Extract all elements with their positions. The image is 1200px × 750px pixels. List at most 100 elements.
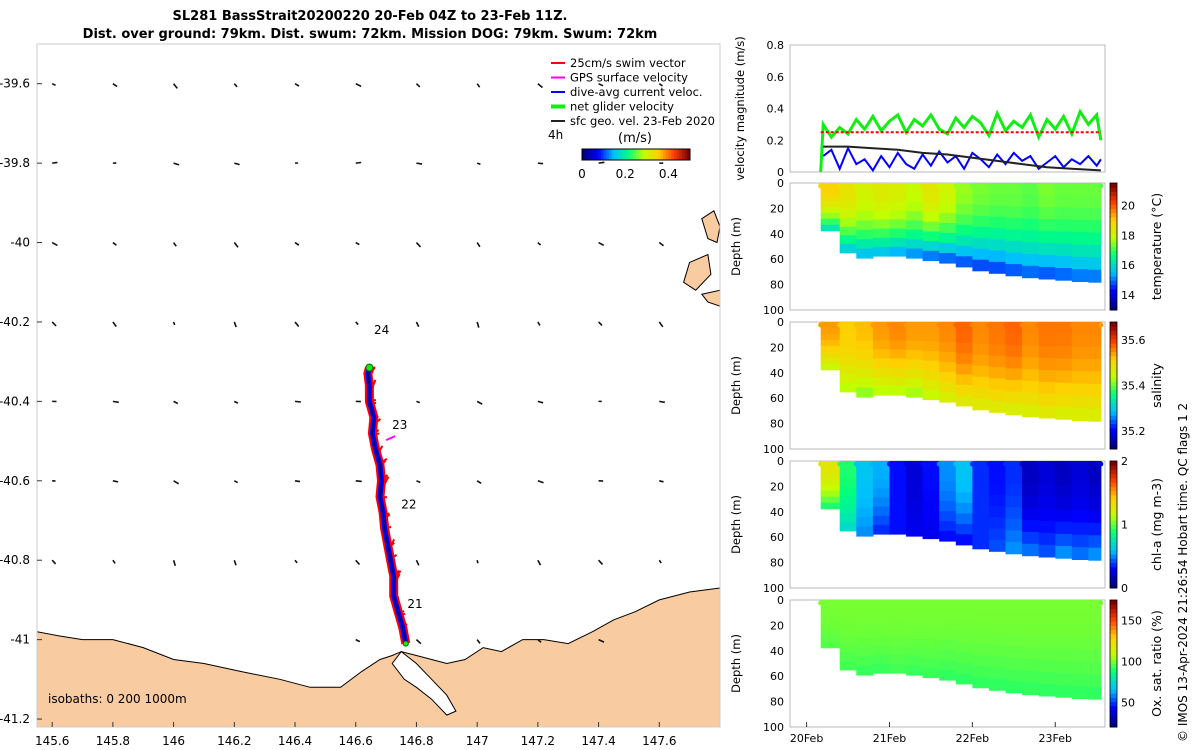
map-colorbar-segment xyxy=(676,149,680,160)
profile-cell xyxy=(1088,612,1102,626)
profile-cell xyxy=(872,376,891,387)
profile-colorbar-segment xyxy=(1110,625,1117,631)
geo-vel-arrow xyxy=(476,321,480,328)
profile-cell xyxy=(856,479,874,490)
legend-entry: dive-avg current veloc. xyxy=(570,85,703,99)
profile-cell xyxy=(972,600,990,612)
map-colorbar-segment xyxy=(679,149,683,160)
velocity-y-tick: 0.6 xyxy=(767,71,785,84)
profile-cell xyxy=(988,517,1007,530)
profile-colorbar-segment xyxy=(1110,389,1117,395)
profile-y-tick: 20 xyxy=(770,619,784,632)
profile-cell xyxy=(1022,635,1040,648)
profile-colorbar-segment xyxy=(1110,199,1117,205)
profile-y-tick: 20 xyxy=(770,341,784,354)
profile-surface-point xyxy=(837,183,843,189)
profile-cell xyxy=(939,471,957,482)
profile-colorbar-segment xyxy=(1110,633,1117,639)
profile-cell xyxy=(1005,657,1023,671)
profile-cell xyxy=(889,367,907,378)
day-label: 21 xyxy=(407,597,422,611)
map-colorbar-segment xyxy=(687,149,691,160)
profile-surface-point xyxy=(818,322,824,328)
profile-cell xyxy=(872,470,891,480)
profile-cell xyxy=(1022,393,1040,406)
profile-surface-point xyxy=(837,322,843,328)
profile-surface-point xyxy=(986,461,992,467)
profile-cell xyxy=(988,539,1007,552)
map-x-tick: 145.6 xyxy=(35,734,69,748)
profile-cell xyxy=(856,378,874,389)
profile-cell xyxy=(955,641,973,653)
profile-colorbar-segment xyxy=(1110,183,1117,188)
map-border xyxy=(36,43,721,728)
profile-colorbar-label: chl-a (mg m-3) xyxy=(1149,478,1164,571)
profile-colorbar-segment xyxy=(1110,722,1117,728)
profile-cell xyxy=(820,467,841,474)
profile-cell xyxy=(922,192,940,203)
profile-y-tick: 60 xyxy=(770,253,784,266)
profile-cell xyxy=(939,223,957,234)
map-colorbar-segment xyxy=(600,149,604,160)
geo-vel-arrow xyxy=(112,321,117,327)
profile-cell xyxy=(820,635,841,643)
profile-colorbar-segment xyxy=(1110,524,1117,530)
profile-cell xyxy=(906,387,924,398)
geo-vel-arrow xyxy=(355,241,360,246)
profile-surface-point xyxy=(969,322,975,328)
profile-colorbar-segment xyxy=(1110,621,1117,626)
profile-cell xyxy=(988,611,1007,624)
profile-colorbar-segment xyxy=(1110,659,1117,664)
profile-cell xyxy=(1071,673,1089,687)
profile-cell xyxy=(955,673,973,685)
legend-entry: 25cm/s swim vector xyxy=(570,56,686,70)
profile-colorbar-segment xyxy=(1110,233,1117,239)
profile-colorbar-segment xyxy=(1110,246,1117,252)
profile-surface-point xyxy=(1052,461,1058,467)
profile-cell xyxy=(1071,473,1089,487)
profile-cell xyxy=(1038,230,1056,244)
geo-vel-arrow xyxy=(233,242,239,248)
profile-cell xyxy=(922,380,940,391)
profile-cell xyxy=(1022,265,1040,279)
profile-cell xyxy=(922,250,940,262)
profile-cell xyxy=(1005,345,1023,358)
profile-colorbar-segment xyxy=(1110,406,1117,412)
profile-cell xyxy=(1038,520,1056,534)
profile-y-tick: 20 xyxy=(770,480,784,493)
profile-colorbar-segment xyxy=(1110,225,1117,230)
profile-cell xyxy=(1022,508,1040,521)
profile-cell xyxy=(872,515,891,526)
isobaths-label: isobaths: 0 200 1000m xyxy=(48,692,187,706)
profile-cell xyxy=(872,237,891,248)
profile-cell xyxy=(906,526,924,537)
profile-surface-point xyxy=(1036,322,1042,328)
profile-colorbar-segment xyxy=(1110,537,1117,542)
profile-cell xyxy=(922,619,940,630)
profile-cell xyxy=(939,660,957,671)
profile-cell xyxy=(1038,254,1056,268)
geo-vel-arrow xyxy=(51,559,57,565)
profile-cell xyxy=(939,630,957,641)
profile-cell xyxy=(1055,394,1073,408)
profile-colorbar-segment xyxy=(1110,575,1117,580)
profile-colorbar-tick: 14 xyxy=(1121,289,1135,302)
profile-surface-point xyxy=(1003,600,1009,606)
profile-y-tick: 60 xyxy=(770,670,784,683)
profile-cell xyxy=(1055,533,1073,547)
profile-colorbar-segment xyxy=(1110,612,1117,618)
profile-cell xyxy=(839,469,857,479)
profile-cell xyxy=(906,609,924,620)
profile-cell xyxy=(1088,195,1102,209)
geo-vel-arrow xyxy=(598,638,605,643)
profile-cell xyxy=(1022,369,1040,382)
profile-cell xyxy=(988,472,1007,485)
profile-cell xyxy=(922,202,940,213)
profile-cell xyxy=(922,509,940,520)
profile-cell xyxy=(872,506,891,517)
profile-cell xyxy=(1022,218,1040,231)
profile-colorbar-segment xyxy=(1110,355,1117,361)
velocity-y-tick: 0.8 xyxy=(767,39,785,52)
profile-cell xyxy=(955,322,973,334)
map-colorbar-segment xyxy=(636,149,639,160)
